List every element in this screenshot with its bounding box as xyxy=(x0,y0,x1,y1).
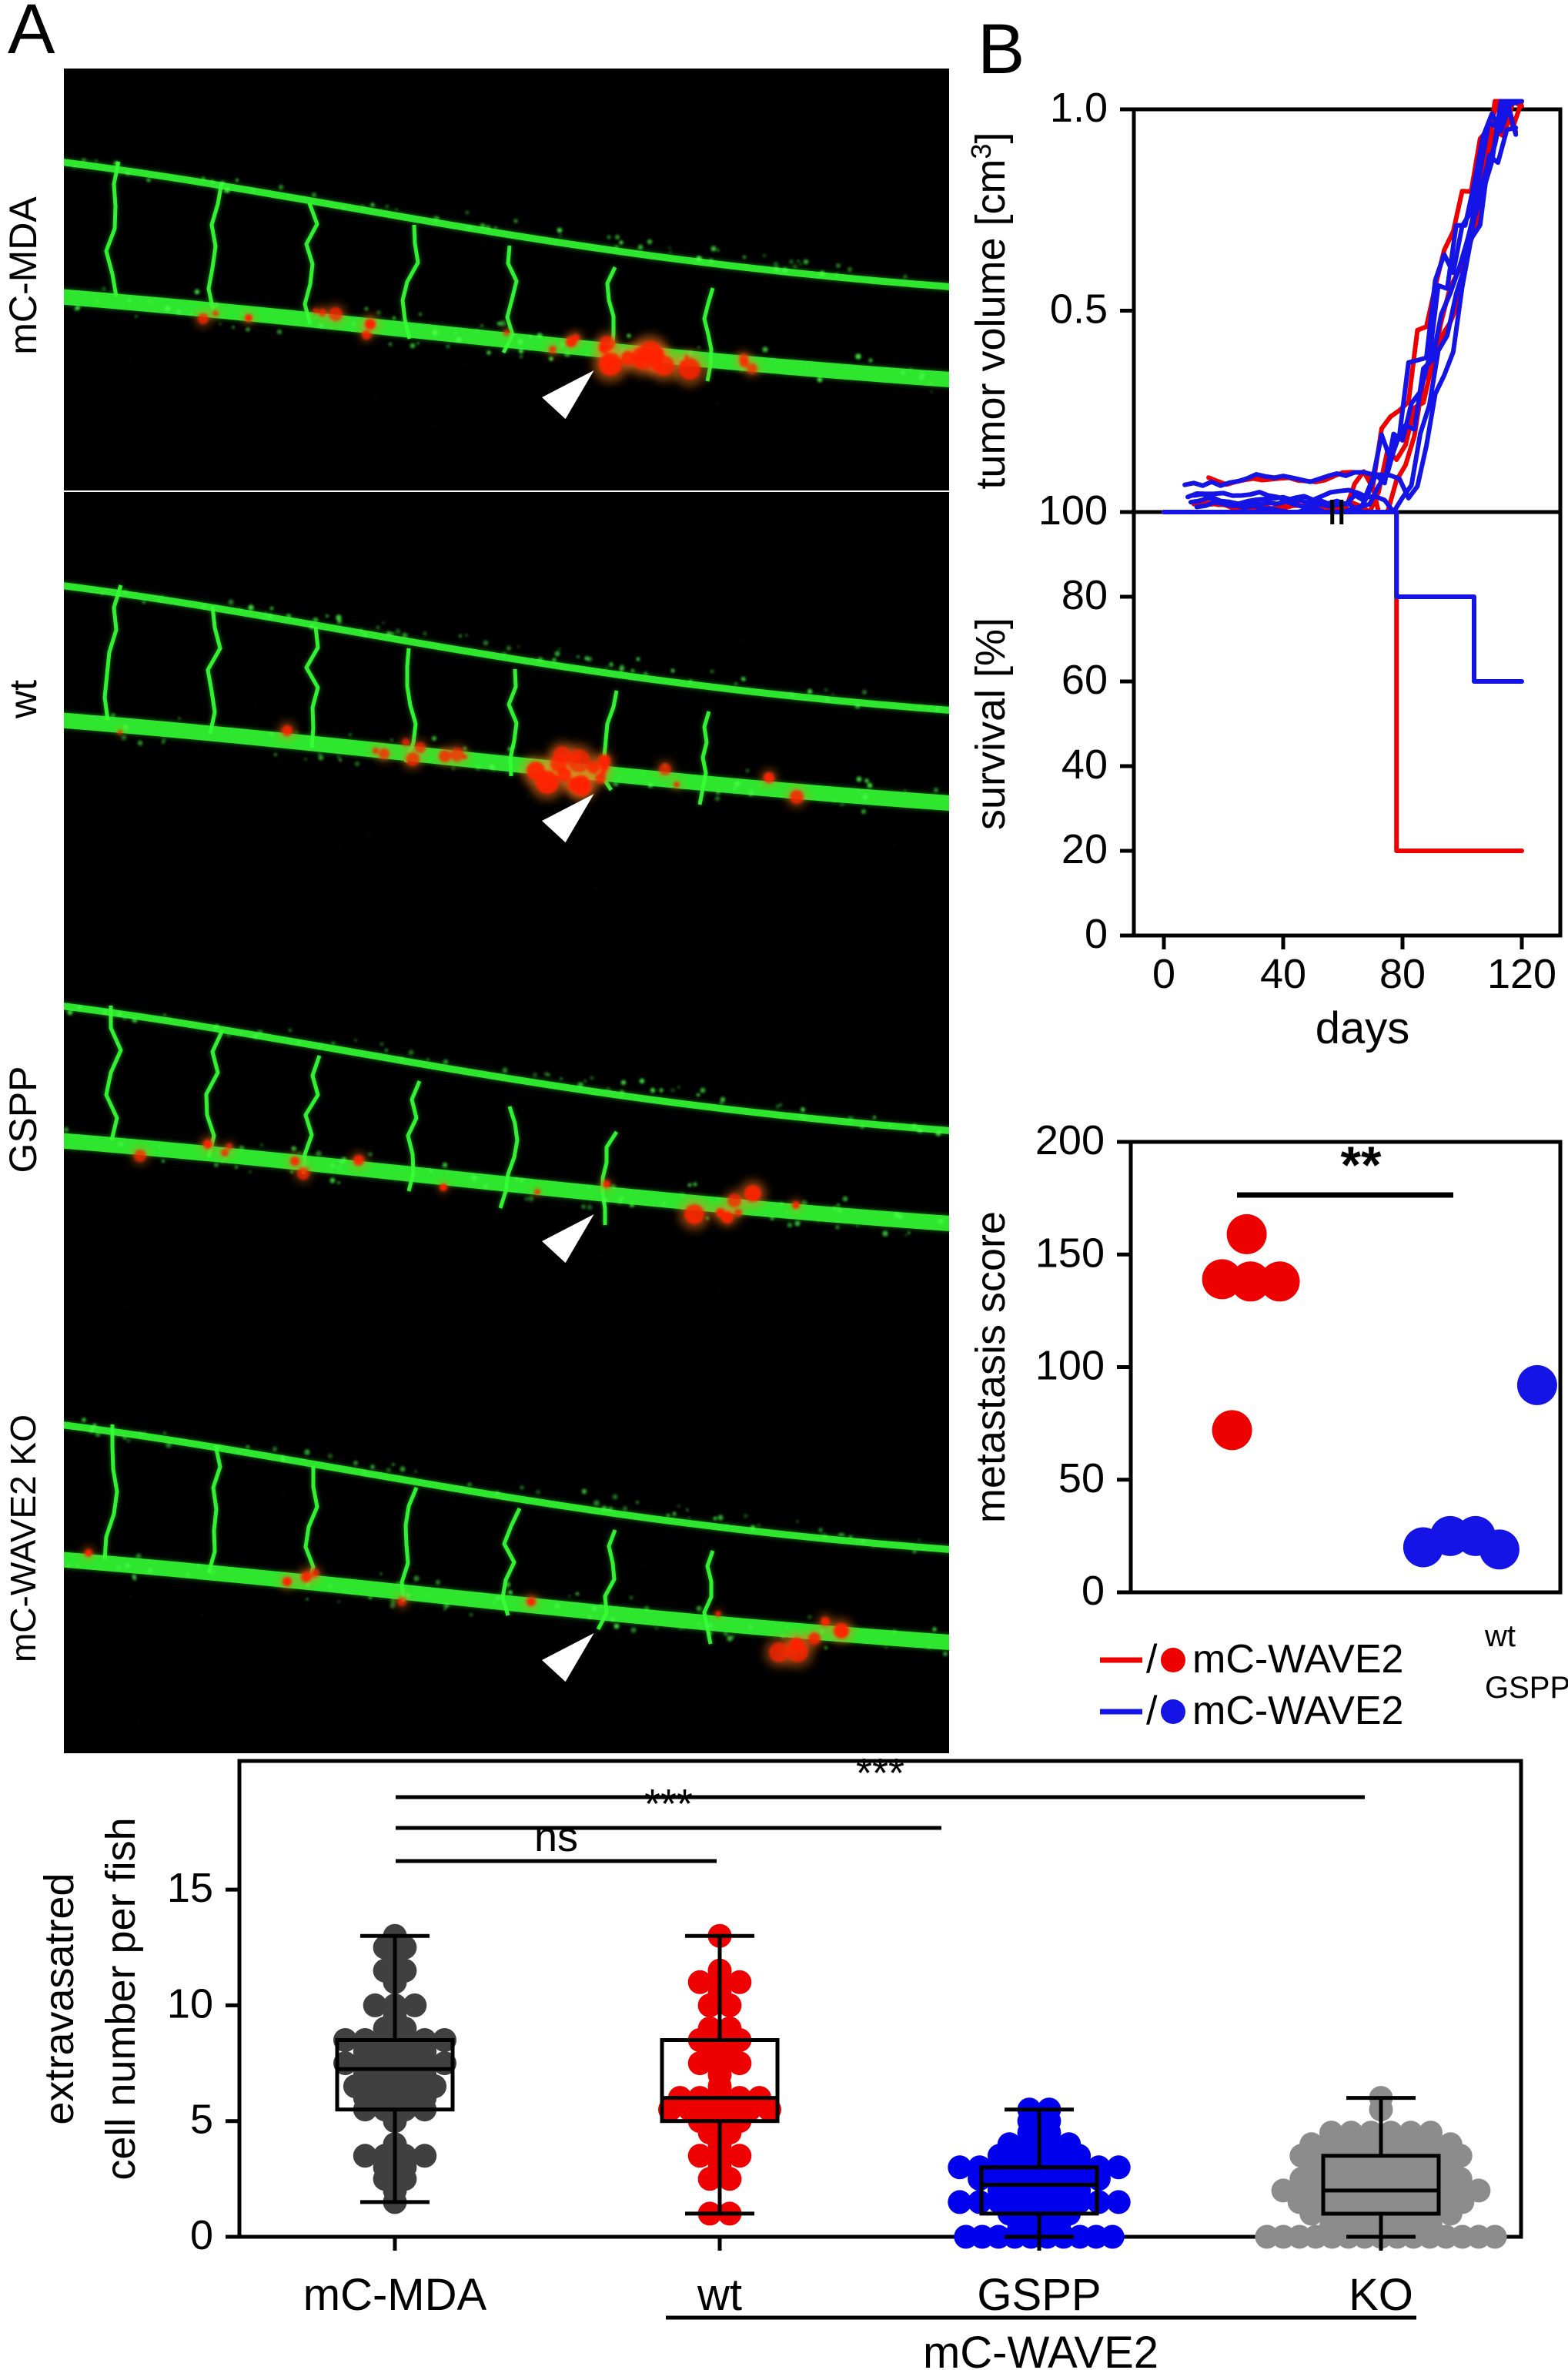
svg-text:days: days xyxy=(1316,1003,1410,1053)
svg-text:ns: ns xyxy=(534,1814,578,1860)
svg-text:15: 15 xyxy=(167,1865,213,1911)
svg-text:mC-WAVE2: mC-WAVE2 xyxy=(1192,1637,1403,1682)
svg-text:50: 50 xyxy=(1058,1455,1105,1501)
svg-text:KO: KO xyxy=(1349,2270,1413,2320)
svg-text:metastasis score: metastasis score xyxy=(968,1211,1014,1523)
svg-text:survival [%]: survival [%] xyxy=(968,618,1014,830)
svg-text:5: 5 xyxy=(190,2097,213,2143)
svg-text:10: 10 xyxy=(167,1980,213,2027)
svg-text:60: 60 xyxy=(1061,657,1108,703)
svg-text:20: 20 xyxy=(1061,826,1108,872)
svg-text:1.0: 1.0 xyxy=(1050,85,1108,131)
svg-text:***: *** xyxy=(644,1781,693,1827)
svg-text:0: 0 xyxy=(190,2212,213,2258)
svg-text:mC-WAVE2: mC-WAVE2 xyxy=(923,2328,1158,2370)
svg-text:B: B xyxy=(978,10,1025,89)
svg-text:100: 100 xyxy=(1038,487,1108,534)
svg-text:0.5: 0.5 xyxy=(1050,286,1108,333)
svg-text:GSPP: GSPP xyxy=(977,2270,1101,2320)
svg-text:40: 40 xyxy=(1061,741,1108,788)
svg-text:40: 40 xyxy=(1260,951,1306,997)
svg-text:150: 150 xyxy=(1035,1230,1105,1276)
svg-text:wt: wt xyxy=(697,2270,742,2320)
svg-text:wt: wt xyxy=(1484,1619,1516,1653)
svg-text:0: 0 xyxy=(1085,911,1108,957)
svg-text:tumor volume [cm3]: tumor volume [cm3] xyxy=(965,132,1014,489)
svg-text:0: 0 xyxy=(1152,951,1175,997)
svg-text:0: 0 xyxy=(1082,1568,1105,1614)
svg-text:80: 80 xyxy=(1061,572,1108,618)
svg-text:80: 80 xyxy=(1379,951,1426,997)
svg-text:200: 200 xyxy=(1035,1117,1105,1163)
svg-text:/: / xyxy=(1146,1637,1158,1682)
svg-text:cell number per fish: cell number per fish xyxy=(98,1817,144,2180)
svg-text:120: 120 xyxy=(1487,951,1556,997)
svg-text:extravasatred: extravasatred xyxy=(36,1873,82,2124)
svg-text:**: ** xyxy=(1341,1136,1382,1194)
svg-text:mC-MDA: mC-MDA xyxy=(303,2270,487,2320)
svg-text:100: 100 xyxy=(1035,1343,1105,1389)
svg-text:***: *** xyxy=(856,1750,904,1796)
